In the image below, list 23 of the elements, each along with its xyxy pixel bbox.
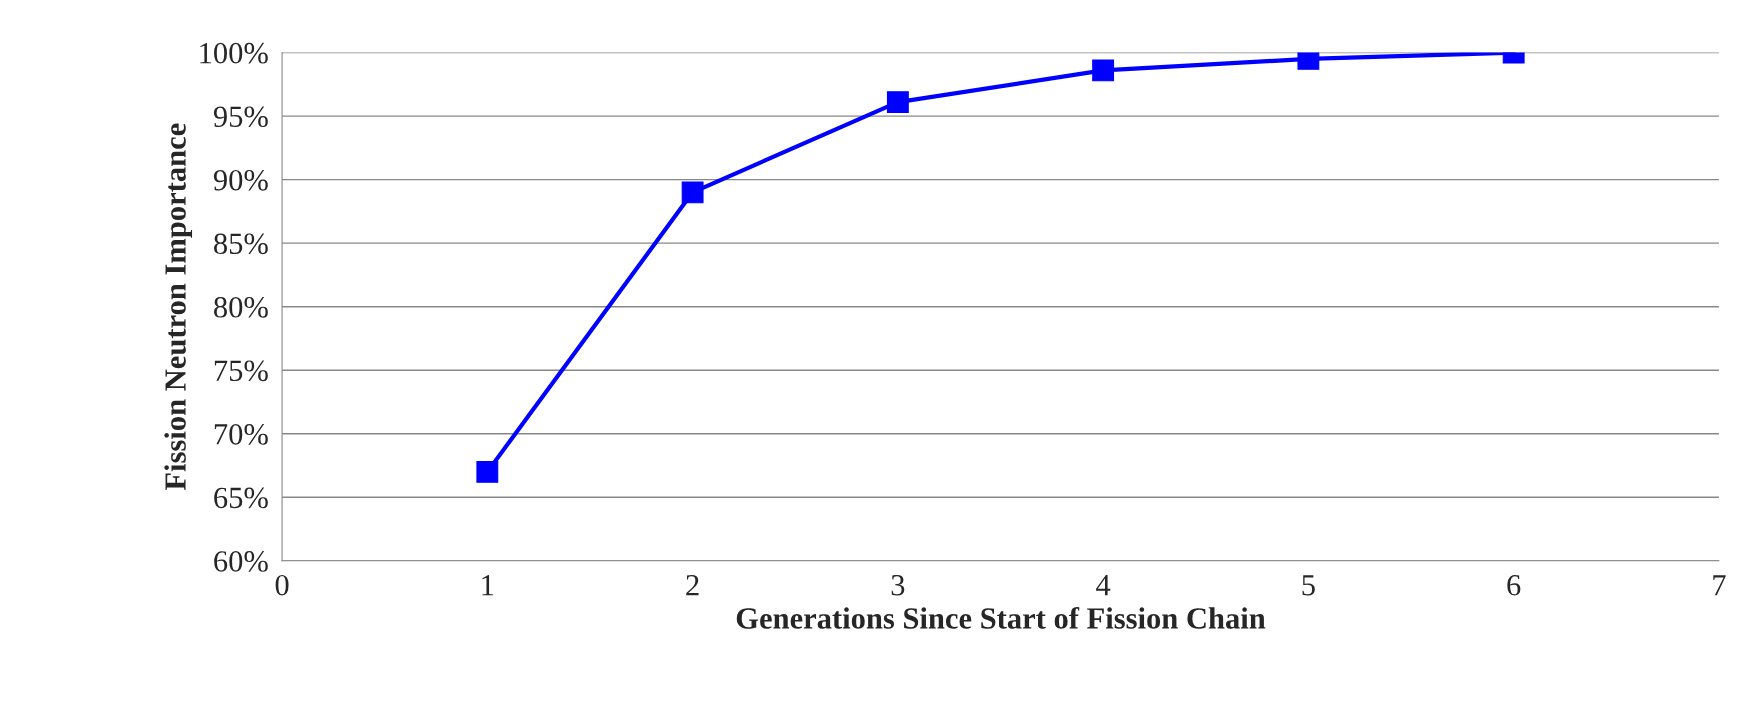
point [1092,59,1115,82]
y-axis-title: Fission Neutron Importance [164,123,193,491]
x-tick-label: 7 [1713,575,1726,596]
point [476,460,499,483]
y-tick-label: 60% [214,551,268,572]
y-tick-label: 70% [214,424,268,445]
x-tick-label: 3 [891,574,905,596]
point [681,181,704,204]
y-tick-label: 95% [213,106,268,128]
x-tick-label: 2 [686,574,699,596]
x-tick-label: 4 [1096,575,1111,596]
y-tick-label: 90% [213,169,268,191]
x-axis-title: Generations Since Start of Fission Chain [736,606,1266,629]
y-tick-label: 65% [214,487,268,509]
y-tick-label: 80% [214,296,268,318]
x-tick-label: 0 [275,574,289,596]
point [886,91,909,114]
y-tick-label: 85% [214,233,268,255]
x-tick-label: 6 [1507,574,1521,596]
x-tick-label: 1 [482,575,494,596]
y-tick-label: 75% [214,360,268,382]
x-tick-label: 5 [1302,575,1315,596]
y-tick-label: 100% [200,42,268,64]
